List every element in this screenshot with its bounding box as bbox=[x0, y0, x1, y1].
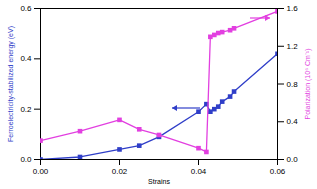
svg-text:0.0: 0.0 bbox=[287, 155, 299, 164]
svg-text:Strains: Strains bbox=[148, 178, 170, 185]
svg-text:1.2: 1.2 bbox=[287, 42, 299, 51]
svg-text:0.4: 0.4 bbox=[287, 117, 299, 126]
svg-text:Polarization (10⁶ Cm⁻¹): Polarization (10⁶ Cm⁻¹) bbox=[304, 48, 312, 119]
svg-text:0.6: 0.6 bbox=[20, 4, 32, 13]
svg-text:0.02: 0.02 bbox=[112, 167, 128, 176]
svg-text:0.8: 0.8 bbox=[287, 80, 299, 89]
svg-text:0.06: 0.06 bbox=[270, 167, 286, 176]
svg-text:0.2: 0.2 bbox=[20, 105, 32, 114]
svg-text:Ferroelectricity-stabilized en: Ferroelectricity-stabilized energy (eV) bbox=[7, 26, 15, 142]
svg-text:1.6: 1.6 bbox=[287, 4, 299, 13]
svg-text:0.0: 0.0 bbox=[20, 155, 32, 164]
svg-text:0.04: 0.04 bbox=[191, 167, 207, 176]
svg-text:0.00: 0.00 bbox=[33, 167, 49, 176]
svg-text:0.4: 0.4 bbox=[20, 54, 32, 63]
